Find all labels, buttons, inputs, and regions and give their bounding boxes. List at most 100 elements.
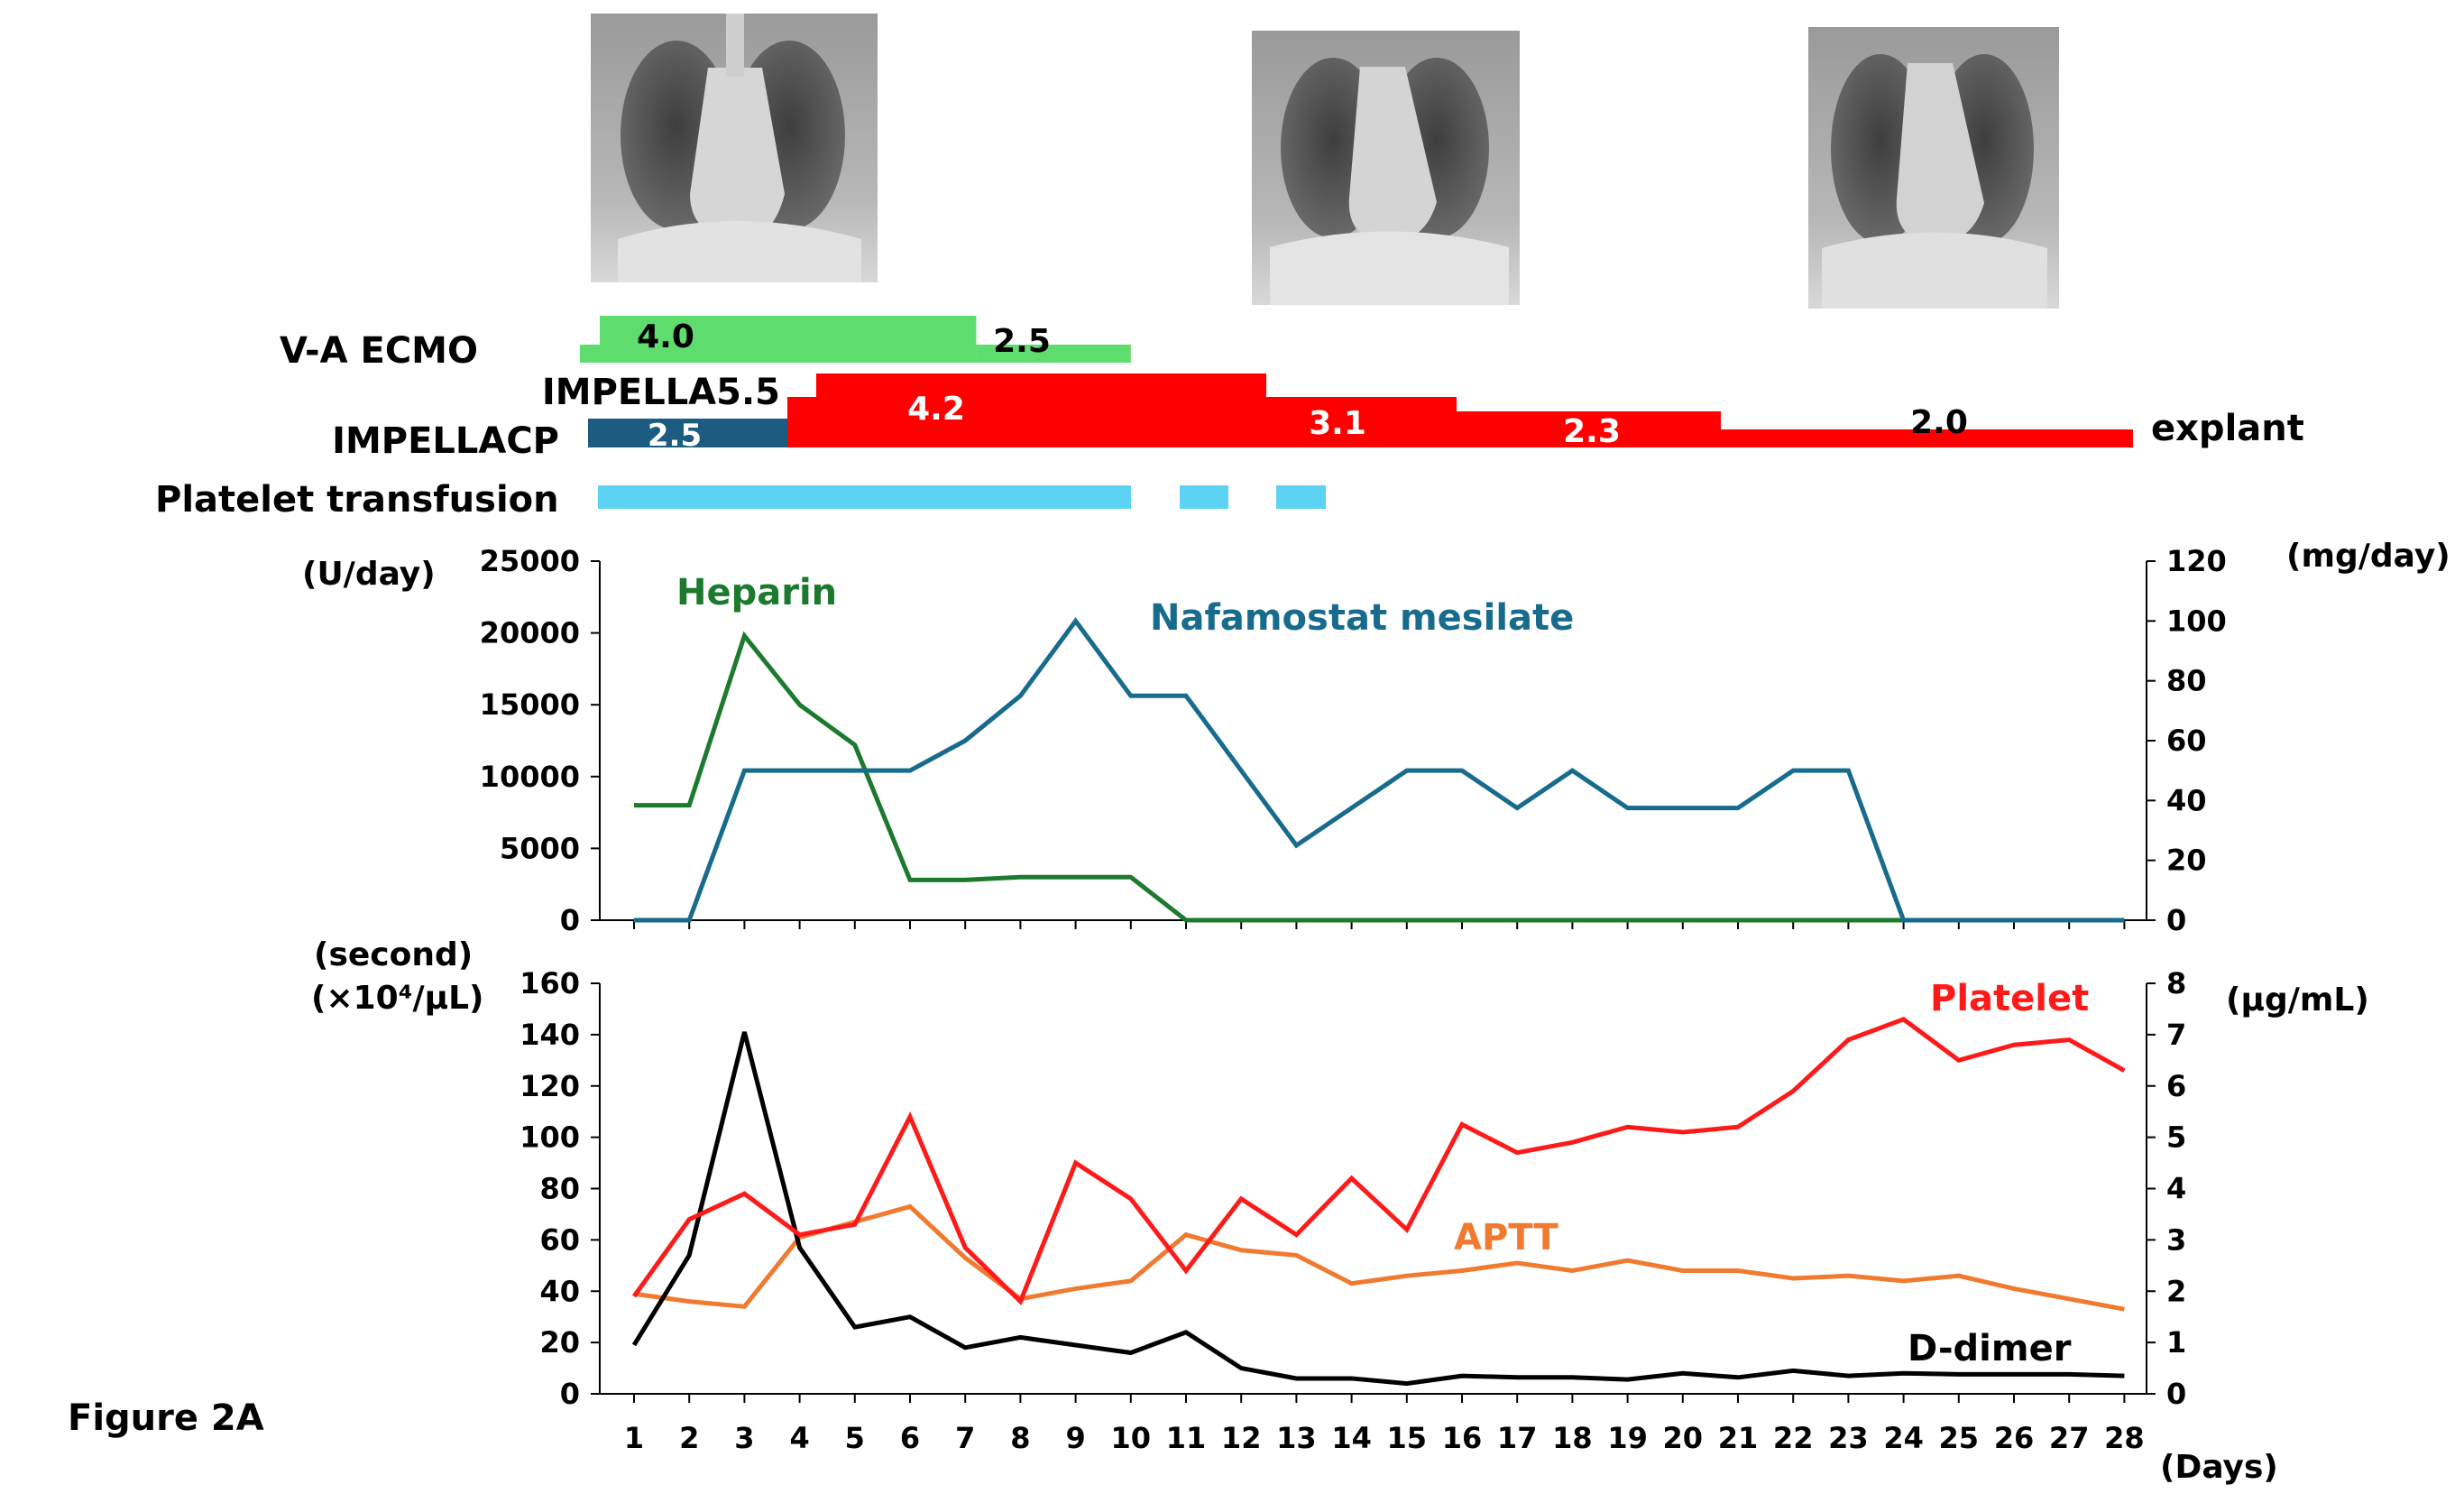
y-tick-label-right: 0 [2166, 1377, 2186, 1411]
d-dimer-legend: D-dimer [1908, 1328, 2072, 1369]
nafamostat-legend: Nafamostat mesilate [1150, 597, 1574, 639]
x-tick-label: 5 [845, 1421, 865, 1455]
y-tick-label-left: 5000 [500, 831, 580, 865]
va-ecmo-bar-segment [600, 316, 977, 363]
y-tick-label-right: 100 [2166, 604, 2227, 638]
explant-label: explant [2151, 408, 2304, 449]
y-tick-label-right: 2 [2166, 1274, 2186, 1308]
x-tick-label: 2 [679, 1421, 699, 1455]
impella55-flow-label: 2.0 [1910, 404, 1968, 441]
va-ecmo-label: V-A ECMO [280, 330, 478, 372]
x-tick-label: 22 [1773, 1421, 1814, 1455]
va-ecmo-flow-label: 4.0 [637, 318, 694, 355]
y-axis-label-right: (mg/day) [2286, 538, 2450, 575]
impella55-flow-label: 4.2 [907, 391, 965, 428]
heparin-line [634, 631, 2125, 923]
y-tick-label-right: 4 [2166, 1172, 2186, 1206]
y-tick-label-right: 8 [2166, 966, 2186, 1000]
x-tick-label: 12 [1221, 1421, 1262, 1455]
y-tick-label-right: 1 [2166, 1325, 2186, 1360]
d-dimer-line [631, 1031, 2125, 1387]
y-tick-label-left: 160 [519, 966, 580, 1000]
y-axis-label-right: (μg/mL) [2226, 982, 2369, 1019]
y-axis-label-left: (U/day) [302, 556, 436, 593]
va-ecmo-flow-label: 2.5 [993, 323, 1051, 360]
impella55-label: IMPELLA5.5 [542, 372, 780, 413]
va-ecmo-bar-segment [976, 345, 1131, 363]
x-tick-label: 7 [955, 1421, 975, 1455]
impellacp-bar [588, 419, 787, 447]
y-tick-label-left: 15000 [480, 687, 580, 722]
heparin-legend: Heparin [676, 572, 837, 613]
x-tick-label: 27 [2049, 1421, 2090, 1455]
figure-label: Figure 2A [68, 1397, 264, 1439]
platelet-line [631, 1016, 2126, 1306]
platelet-transfusion-bar [598, 485, 1131, 509]
x-tick-label: 18 [1552, 1421, 1593, 1455]
chest-xray-3 [1808, 27, 2059, 309]
device-timeline: V-A ECMO 4.0 2.5 IMPELLA5.5 4.2 3.1 2.3 2.0 expl… [155, 316, 2304, 521]
x-tick-label: 3 [734, 1421, 754, 1455]
x-tick-label: 19 [1607, 1421, 1648, 1455]
anticoagulant-chart: 0 5000 10000 15000 20000 25000 0 20 40 60 80 100 120… [302, 538, 2450, 937]
y-tick-label-right: 20 [2166, 844, 2207, 878]
y-tick-label-left: 120 [519, 1069, 580, 1103]
aptt-line [633, 1203, 2125, 1312]
y-tick-label-right: 60 [2166, 724, 2207, 758]
y-tick-label-left: 0 [560, 1377, 580, 1411]
x-tick-label: 11 [1166, 1421, 1207, 1455]
x-tick-label: 16 [1442, 1421, 1483, 1455]
x-axis-label: (Days) [2160, 1449, 2278, 1486]
x-tick-label: 10 [1111, 1421, 1152, 1455]
chest-xray-2 [1252, 31, 1520, 305]
y-tick-label-left: 80 [539, 1172, 580, 1206]
lab-values-chart: 020406080100120140160012345678(second)(×… [311, 936, 2369, 1486]
x-tick-label: 8 [1010, 1421, 1030, 1455]
impella55-flow-label: 2.3 [1563, 413, 1621, 450]
y-axis-label-left: (×10⁴/μL) [311, 980, 484, 1017]
y-tick-label-left: 40 [539, 1274, 580, 1308]
x-tick-label: 20 [1663, 1421, 1704, 1455]
y-tick-label-right: 6 [2166, 1069, 2186, 1103]
platelet-transfusion-bar [1276, 485, 1326, 509]
x-tick-label: 24 [1883, 1421, 1924, 1455]
y-tick-label-right: 3 [2166, 1222, 2186, 1257]
nafamostat-line [634, 617, 2125, 923]
x-tick-label: 14 [1331, 1421, 1372, 1455]
x-tick-label: 25 [1939, 1421, 1980, 1455]
impella55-bar-notch [787, 397, 818, 447]
y-tick-label-left: 25000 [480, 544, 580, 578]
x-tick-label: 1 [624, 1421, 644, 1455]
impella55-bar-segment [1266, 397, 1457, 447]
x-tick-label: 15 [1387, 1421, 1428, 1455]
impella55-bar-segment [1457, 411, 1721, 447]
x-tick-label: 23 [1828, 1421, 1869, 1455]
y-tick-label-left: 60 [539, 1222, 580, 1257]
y-tick-label-right: 40 [2166, 783, 2207, 817]
y-tick-label-right: 80 [2166, 664, 2207, 698]
y-tick-label-left: 10000 [480, 760, 580, 794]
x-tick-label: 21 [1718, 1421, 1759, 1455]
y-tick-label-left: 0 [560, 903, 580, 937]
impella55-flow-label: 3.1 [1309, 405, 1366, 442]
impella55-bar-segment [1721, 429, 2133, 447]
y-tick-label-left: 140 [519, 1018, 580, 1052]
va-ecmo-bar-base [580, 345, 607, 363]
impella55-bar-segment [816, 373, 1266, 447]
x-tick-label: 13 [1276, 1421, 1317, 1455]
x-tick-label: 26 [1994, 1421, 2035, 1455]
impellacp-flow-label: 2.5 [648, 418, 702, 454]
x-tick-label: 4 [789, 1421, 809, 1455]
platelet-legend: Platelet [1930, 978, 2089, 1019]
y-tick-label-left: 20 [539, 1325, 580, 1360]
platelet-transfusion-bar [1180, 485, 1228, 509]
x-tick-label: 17 [1497, 1421, 1538, 1455]
aptt-legend: APTT [1454, 1217, 1558, 1258]
y-axis-label-left: (second) [314, 936, 473, 973]
y-tick-label-right: 120 [2166, 544, 2227, 578]
x-tick-label: 6 [900, 1421, 920, 1455]
y-tick-label-left: 100 [519, 1120, 580, 1155]
chest-xray-1 [591, 14, 878, 282]
y-tick-label-left: 20000 [480, 616, 580, 650]
